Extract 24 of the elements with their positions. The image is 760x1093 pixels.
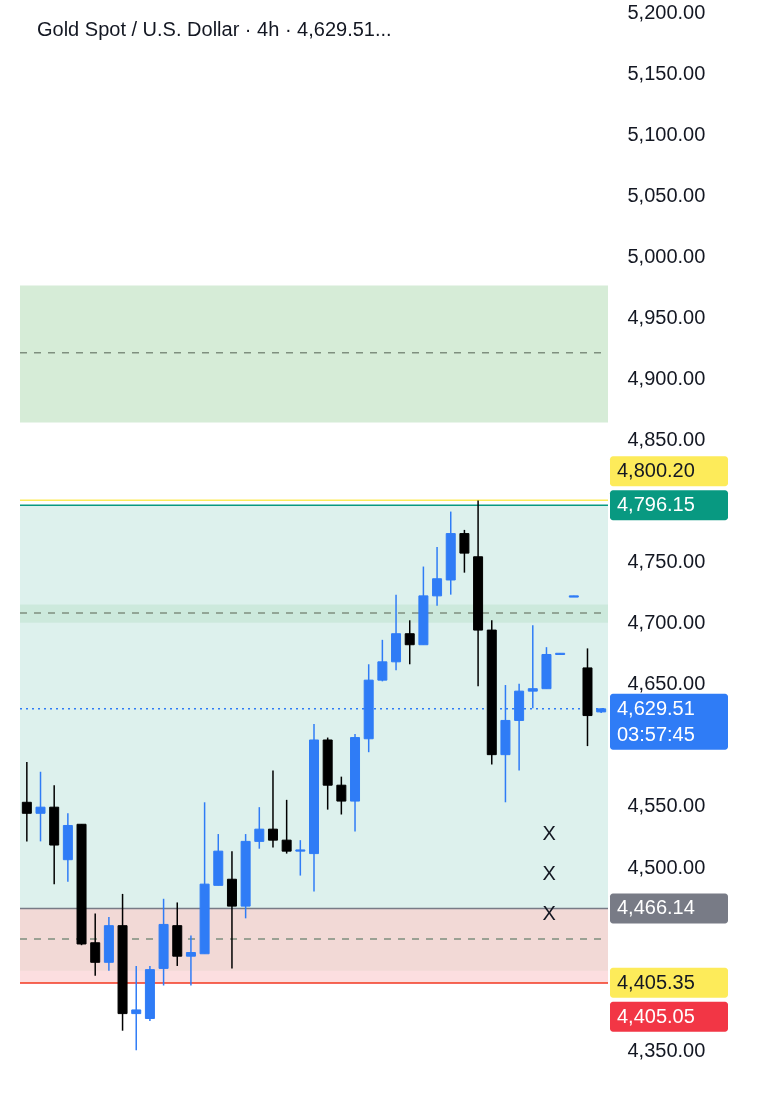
y-tick-label: 4,550.00 <box>627 794 706 817</box>
y-tick-label: 4,700.00 <box>627 611 706 634</box>
annotation: X <box>542 861 556 884</box>
y-tick-label: 5,100.00 <box>627 122 706 145</box>
y-tick-label: 5,150.00 <box>627 61 706 84</box>
ref-line-label: 4,466.14 <box>617 896 695 919</box>
y-tick-label: 5,200.00 <box>627 0 706 23</box>
ref-line-label: 4,405.05 <box>617 1004 695 1027</box>
y-tick-label: 5,000.00 <box>627 244 706 267</box>
y-tick-label: 4,850.00 <box>627 428 706 451</box>
ref-line-label: 4,800.20 <box>617 459 695 482</box>
ref-line-label: 4,629.51 03:57:45 <box>617 696 695 745</box>
ref-line-label: 4,405.35 <box>617 970 695 993</box>
y-tick-label: 5,050.00 <box>627 183 706 206</box>
chart-title: Gold Spot / U.S. Dollar · 4h · 4,629.51... <box>37 18 392 40</box>
y-tick-label: 4,900.00 <box>627 366 706 389</box>
annotation: X <box>542 901 556 924</box>
annotation: X <box>542 821 556 844</box>
y-tick-label: 4,750.00 <box>627 550 706 573</box>
y-tick-label: 4,500.00 <box>627 855 706 878</box>
ref-line-label: 4,796.15 <box>617 493 695 516</box>
y-tick-label: 4,950.00 <box>627 305 706 328</box>
y-tick-label: 4,650.00 <box>627 672 706 695</box>
y-tick-label: 4,350.00 <box>627 1038 706 1061</box>
